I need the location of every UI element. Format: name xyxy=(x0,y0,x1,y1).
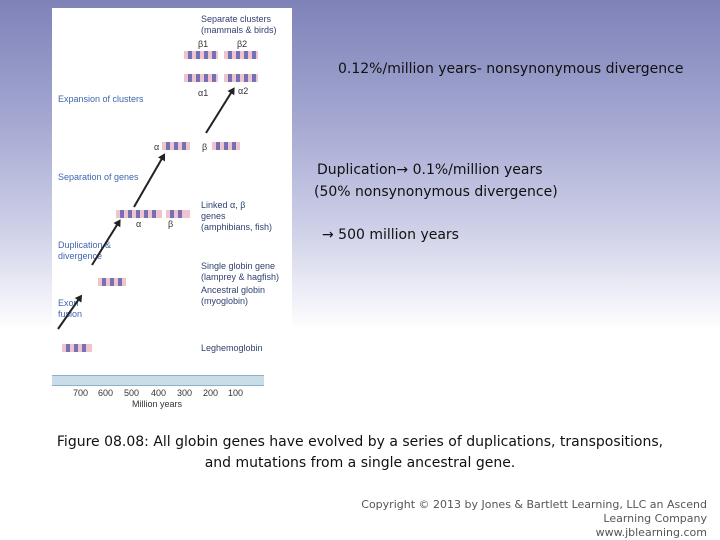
tick-600: 600 xyxy=(98,388,114,398)
copyright-notice: Copyright © 2013 by Jones & Bartlett Lea… xyxy=(312,498,707,540)
gene-block-alpha1 xyxy=(184,74,218,82)
gene-label-alpha-link: α xyxy=(136,219,142,229)
tick-700: 700 xyxy=(73,388,89,398)
gene-block-linked-alpha xyxy=(116,210,162,218)
gene-block-beta1 xyxy=(184,51,218,59)
rate-text-line1: 0.12%/million years- nonsynonymous diver… xyxy=(338,61,684,77)
tick-500: 500 xyxy=(124,388,140,398)
duplication-word: Duplication xyxy=(317,162,397,178)
label-duplication-1: Duplication & xyxy=(58,240,112,250)
duplication-rate: 0.1%/million years xyxy=(408,162,543,178)
label-ancestral-2: (myoglobin) xyxy=(201,296,249,306)
figure-caption: Figure 08.08: All globin genes have evol… xyxy=(30,432,690,474)
label-separation: Separation of genes xyxy=(58,172,139,182)
label-ancestral-1: Ancestral globin xyxy=(201,285,266,295)
rate-text-line3: (50% nonsynonymous divergence) xyxy=(314,184,558,200)
label-leghemoglobin: Leghemoglobin xyxy=(201,343,263,353)
caption-line2: and mutations from a single ancestral ge… xyxy=(204,455,516,471)
arrow-right-icon: → xyxy=(396,162,409,178)
copyright-line2: www.jblearning.com xyxy=(595,526,707,539)
label-single-1: Single globin gene xyxy=(201,261,276,271)
gene-label-beta2: β2 xyxy=(237,39,248,49)
gene-label-beta1: β1 xyxy=(198,39,209,49)
gene-block-single xyxy=(98,278,126,286)
gene-label-beta-link: β xyxy=(168,219,174,229)
label-duplication-2: divergence xyxy=(58,251,103,261)
rate-text-line4: → 500 million years xyxy=(322,227,459,243)
label-expansion: Expansion of clusters xyxy=(58,94,144,104)
tick-400: 400 xyxy=(151,388,167,398)
globin-evolution-figure: Expansion of clusters Separation of gene… xyxy=(52,8,292,408)
duration-text: 500 million years xyxy=(333,227,459,243)
label-linked-1: Linked α, β xyxy=(201,200,246,210)
gene-block-beta xyxy=(212,142,240,150)
gene-block-linked-beta xyxy=(166,210,190,218)
gene-label-alpha-sep: α xyxy=(154,142,160,152)
gene-block-leghemoglobin xyxy=(62,344,92,352)
label-single-2: (lamprey & hagfish) xyxy=(201,272,280,282)
label-linked-3: (amphibians, fish) xyxy=(201,222,273,232)
caption-line1: Figure 08.08: All globin genes have evol… xyxy=(56,434,664,450)
gene-block-beta2 xyxy=(224,51,258,59)
time-axis-label: Million years xyxy=(132,399,183,409)
tick-100: 100 xyxy=(228,388,244,398)
tick-200: 200 xyxy=(203,388,219,398)
gene-label-beta-sep: β xyxy=(202,142,208,152)
tick-300: 300 xyxy=(177,388,193,398)
gene-block-alpha xyxy=(162,142,190,150)
label-separate-2: (mammals & birds) xyxy=(201,25,277,35)
time-axis-bar xyxy=(52,375,264,386)
gene-block-alpha2 xyxy=(224,74,258,82)
label-exon-1: Exon xyxy=(58,298,79,308)
gene-label-alpha2: α2 xyxy=(238,86,249,96)
copyright-line1: Copyright © 2013 by Jones & Bartlett Lea… xyxy=(361,498,707,525)
label-linked-2: genes xyxy=(201,211,226,221)
label-exon-2: fusion xyxy=(58,309,83,319)
arrow-right-icon: → xyxy=(322,227,334,243)
rate-text-line2: Duplication→ 0.1%/million years xyxy=(317,162,543,178)
arrow-expansion xyxy=(205,88,235,134)
gene-label-alpha1: α1 xyxy=(198,88,209,98)
label-separate-1: Separate clusters xyxy=(201,14,272,24)
